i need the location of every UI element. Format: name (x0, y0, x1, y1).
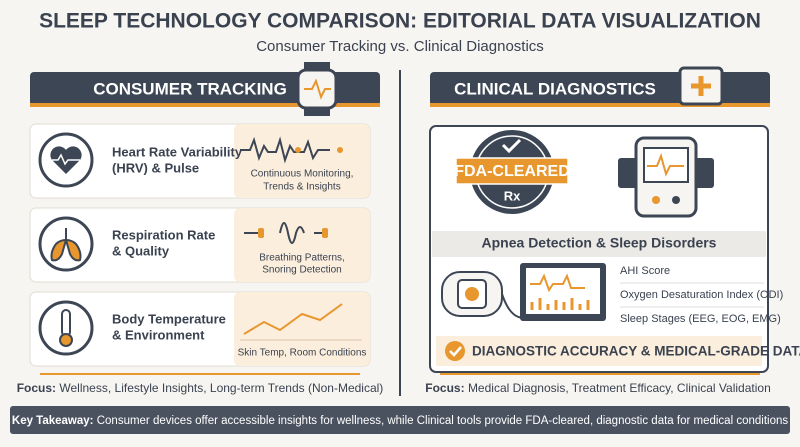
fda-badge-part (501, 138, 522, 154)
item-title: & Environment (112, 327, 205, 342)
item-title: & Quality (112, 243, 170, 258)
section-title: Apnea Detection & Sleep Disorders (482, 235, 717, 251)
item-title: Respiration Rate (112, 227, 215, 242)
subtitle: Consumer Tracking vs. Clinical Diagnosti… (256, 38, 544, 55)
consumer-row-3-part (234, 292, 370, 366)
consumer-row-1 (29, 123, 371, 199)
takeaway-text: Consumer devices offer accessible insigh… (97, 415, 789, 427)
consumer-row-1-part (38, 132, 94, 188)
item-detail: Continuous Monitoring, (251, 169, 354, 180)
consumer-focus: Focus: Wellness, Lifestyle Insights, Lon… (17, 381, 384, 395)
item-detail: Snoring Detection (262, 265, 342, 276)
consumer-row-3 (29, 291, 371, 367)
consumer-row-3-part (59, 333, 73, 347)
consumer-header-part (30, 103, 380, 107)
consumer-row-1-part (240, 136, 330, 164)
item-title: (HRV) & Pulse (112, 160, 199, 175)
takeaway: Key Takeaway: Consumer devices offer acc… (12, 415, 788, 427)
sensor-monitor-icon-part (465, 287, 479, 301)
medical-icon-part (691, 76, 711, 96)
accuracy-banner: DIAGNOSTIC ACCURACY & MEDICAL-GRADE DATA (436, 336, 800, 366)
consumer-header: CONSUMER TRACKING (30, 72, 380, 107)
consumer-row-1-part (52, 153, 80, 166)
device-icon-part (672, 196, 680, 204)
clinical-focus: Focus: Medical Diagnosis, Treatment Effi… (425, 381, 771, 395)
clinical-header-part (430, 103, 770, 107)
banner-text: DIAGNOSTIC ACCURACY & MEDICAL-GRADE DATA (472, 344, 800, 359)
watch-icon (296, 62, 338, 116)
sensor-monitor-icon-part (530, 298, 590, 310)
device-icon (618, 136, 714, 218)
consumer-row-1-part (234, 124, 370, 198)
consumer-row-1-part (295, 147, 301, 153)
section-band (432, 231, 766, 257)
consumer-row-1-part (337, 147, 343, 153)
badge-symbol: Rx (504, 188, 521, 203)
fda-badge: FDA-CLEARED Rx (454, 130, 570, 214)
item-detail: Breathing Patterns, (259, 253, 345, 264)
watch-icon-part (304, 106, 330, 116)
consumer-row-2-part (234, 208, 370, 282)
metric: Oxygen Desaturation Index (ODI) (620, 289, 783, 301)
device-icon-part (647, 152, 684, 177)
item-title: Heart Rate Variability (112, 144, 243, 159)
focus-text: Wellness, Lifestyle Insights, Long-term … (59, 381, 383, 395)
metric: Sleep Stages (EEG, EOG, EMG) (620, 313, 781, 325)
focus-text: Medical Diagnosis, Treatment Efficacy, C… (468, 381, 771, 395)
metric: AHI Score (620, 265, 670, 277)
medical-icon (678, 66, 724, 106)
watch-icon-part (296, 68, 338, 110)
sensor-monitor-icon-part (530, 273, 585, 293)
consumer-row-3-part (243, 303, 343, 335)
accuracy-banner-part (449, 346, 462, 357)
item-title: Body Temperature (112, 311, 226, 326)
consumer-row-2-part (258, 228, 264, 238)
badge-text: FDA-CLEARED (454, 163, 570, 180)
focus-label: Focus: (17, 381, 56, 395)
accuracy-banner-part (436, 336, 762, 366)
consumer-row-3-part (38, 300, 94, 356)
clinical-header-text: CLINICAL DIAGNOSTICS (454, 79, 656, 98)
title: SLEEP TECHNOLOGY COMPARISON: EDITORIAL D… (39, 10, 761, 33)
consumer-row-2-part (38, 216, 94, 272)
takeaway-bar (10, 406, 790, 434)
fda-badge-part (455, 157, 569, 185)
consumer-row-1-part (50, 146, 82, 174)
item-detail: Skin Temp, Room Conditions (238, 348, 367, 359)
sensor-monitor-icon (441, 263, 606, 321)
watch-icon-part (304, 62, 330, 72)
accuracy-banner-part (445, 341, 465, 361)
consumer-row-2-part (322, 228, 328, 238)
device-icon-part (652, 196, 660, 204)
item-detail: Trends & Insights (263, 182, 340, 193)
consumer-header-text: CONSUMER TRACKING (93, 79, 287, 98)
consumer-row-2 (29, 207, 371, 283)
consumer-row-2-part (50, 228, 82, 262)
watch-icon-part (304, 78, 331, 100)
focus-label: Focus: (425, 381, 464, 395)
takeaway-label: Key Takeaway: (12, 415, 94, 427)
consumer-header-part (30, 72, 380, 106)
